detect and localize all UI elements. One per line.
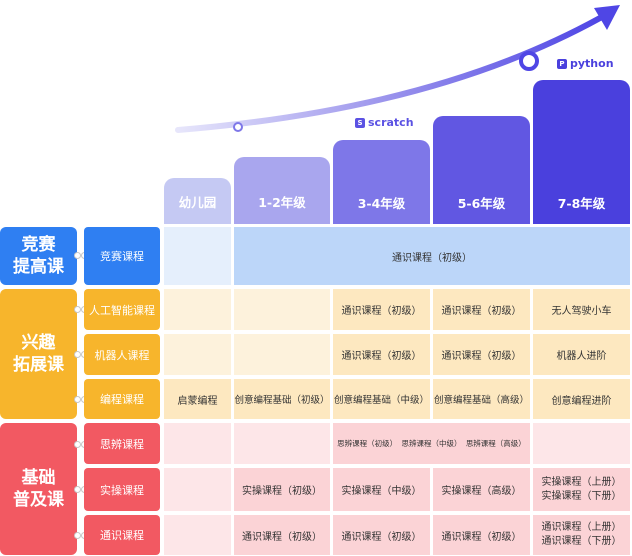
column-head-grade-5-6: 5-6年级	[433, 116, 530, 224]
cell-coding-3: 创意编程基础（高级）	[433, 379, 530, 419]
scratch-icon: S	[355, 117, 365, 128]
milestone-dot-large	[519, 51, 539, 71]
growth-arrow	[175, 5, 620, 133]
cell-robot-3: 通识课程（初级）	[433, 334, 530, 375]
cell-practical-2: 实操课程（中级）	[333, 468, 430, 511]
column-head-kindergarten: 幼儿园	[164, 178, 231, 224]
cell-robot-1	[234, 334, 330, 375]
cell-robot-2: 通识课程（初级）	[333, 334, 430, 375]
subcategory-practical: 实操课程	[84, 468, 160, 511]
python-icon: P	[557, 58, 567, 69]
column-head-grade-7-8: 7-8年级	[533, 80, 630, 224]
cell-coding-2: 创意编程基础（中级）	[333, 379, 430, 419]
category-interest: 兴趣 拓展课	[0, 289, 77, 419]
cell-general-3: 通识课程（初级）	[433, 515, 530, 555]
cell-practical-4: 实操课程（上册） 实操课程（下册）	[533, 468, 630, 511]
cell-general-1: 通识课程（初级）	[234, 515, 330, 555]
category-basic: 基础 普及课	[0, 423, 77, 555]
subcategory-ai: 人工智能课程	[84, 289, 160, 330]
cell-thinking-span: 思辨课程（初级） 思辨课程（中级） 思辨课程（高级）	[333, 423, 530, 464]
cell-ai-2: 通识课程（初级）	[333, 289, 430, 330]
python-label: python	[570, 57, 614, 70]
milestone-dot-small	[233, 122, 243, 132]
cell-practical-0	[164, 468, 231, 511]
scratch-logo: S scratch	[355, 116, 414, 129]
thinking-item-mid: 思辨课程（中级）	[401, 439, 462, 448]
subcategory-competition: 竞赛课程	[84, 227, 160, 285]
subcategory-robot: 机器人课程	[84, 334, 160, 375]
cell-robot-4: 机器人进阶	[533, 334, 630, 375]
cell-practical-1: 实操课程（初级）	[234, 468, 330, 511]
cell-general-2: 通识课程（初级）	[333, 515, 430, 555]
cell-coding-4: 创意编程进阶	[533, 379, 630, 419]
thinking-item-adv: 思辨课程（高级）	[465, 439, 526, 448]
cell-competition-span: 通识课程（初级）	[234, 227, 630, 285]
subcategory-coding: 编程课程	[84, 379, 160, 419]
column-head-grade-1-2: 1-2年级	[234, 157, 330, 224]
cell-competition-k	[164, 227, 231, 285]
cell-thinking-4	[533, 423, 630, 464]
arrow-head-icon	[594, 5, 620, 30]
cell-coding-0: 启蒙编程	[164, 379, 231, 419]
cell-ai-1	[234, 289, 330, 330]
cell-ai-4: 无人驾驶小车	[533, 289, 630, 330]
subcategory-thinking: 思辨课程	[84, 423, 160, 464]
thinking-item-basic: 思辨课程（初级）	[337, 439, 398, 448]
cell-general-4: 通识课程（上册） 通识课程（下册）	[533, 515, 630, 555]
cell-thinking-1	[234, 423, 330, 464]
cell-general-0	[164, 515, 231, 555]
category-competition: 竞赛 提高课	[0, 227, 77, 285]
cell-practical-3: 实操课程（高级）	[433, 468, 530, 511]
cell-coding-1: 创意编程基础（初级）	[234, 379, 330, 419]
subcategory-general: 通识课程	[84, 515, 160, 555]
python-logo: P python	[557, 57, 614, 70]
cell-robot-0	[164, 334, 231, 375]
scratch-label: scratch	[368, 116, 414, 129]
cell-ai-3: 通识课程（初级）	[433, 289, 530, 330]
cell-ai-0	[164, 289, 231, 330]
column-head-grade-3-4: 3-4年级	[333, 140, 430, 224]
cell-thinking-0	[164, 423, 231, 464]
